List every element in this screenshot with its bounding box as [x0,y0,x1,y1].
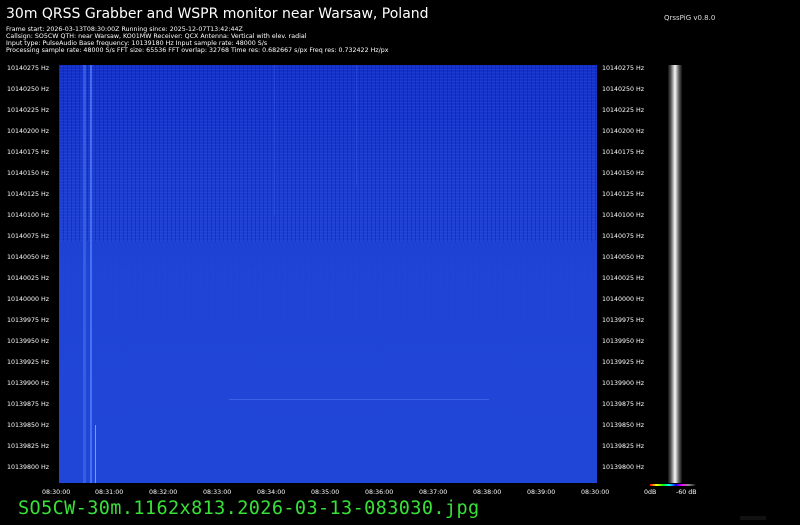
spectrum-colorbar [668,65,682,483]
freq-label: 10139850 Hz [7,422,50,429]
freq-label: 10140025 Hz [602,275,645,282]
signal-trace-horizontal [229,399,489,400]
signal-trace-vertical-3 [95,425,96,483]
meta-line-3: Input type: PulseAudio Base frequency: 1… [6,40,268,47]
freq-label: 10140175 Hz [7,149,50,156]
time-label: 08:37:00 [419,489,448,496]
time-label: 08:32:00 [149,489,178,496]
freq-label: 10140075 Hz [602,233,645,240]
time-label: 08:36:00 [365,489,394,496]
app-version: QrssPiG v0.8.0 [664,14,716,22]
freq-label: 10140150 Hz [7,170,50,177]
time-label: 08:35:00 [311,489,340,496]
time-label: 08:31:00 [95,489,124,496]
freq-label: 10139800 Hz [602,464,645,471]
freq-label: 10139925 Hz [602,359,645,366]
freq-label: 10139950 Hz [7,338,50,345]
freq-label: 10140200 Hz [7,128,50,135]
freq-label: 10140275 Hz [602,65,645,72]
freq-label: 10140250 Hz [7,86,50,93]
freq-label: 10140225 Hz [602,107,645,114]
colorbar-label-right: -60 dB [676,489,697,496]
freq-label: 10140125 Hz [602,191,645,198]
freq-label: 10140125 Hz [7,191,50,198]
signal-trace-vertical-4 [274,65,275,215]
freq-label: 10139900 Hz [7,380,50,387]
freq-label: 10139825 Hz [602,443,645,450]
freq-label: 10140150 Hz [602,170,645,177]
meta-line-1: Frame start: 2026-03-13T08:30:00Z Runnin… [6,26,243,33]
freq-label: 10140100 Hz [602,212,645,219]
meta-line-2: Callsign: SO5CW QTH: near Warsaw, KO01MW… [6,33,307,40]
time-label: 08:39:00 [527,489,556,496]
freq-label: 10140050 Hz [602,254,645,261]
freq-label: 10140000 Hz [602,296,645,303]
time-label: 08:34:00 [257,489,286,496]
freq-label: 10140175 Hz [602,149,645,156]
time-label: 08:30:00 [42,489,71,496]
page-title: 30m QRSS Grabber and WSPR monitor near W… [6,6,429,22]
freq-label: 10139900 Hz [602,380,645,387]
freq-label: 10139925 Hz [7,359,50,366]
freq-label: 10140275 Hz [7,65,50,72]
freq-label: 10140000 Hz [7,296,50,303]
freq-label: 10140225 Hz [7,107,50,114]
freq-label: 10140025 Hz [7,275,50,282]
freq-label: 10139825 Hz [7,443,50,450]
freq-label: 10139975 Hz [7,317,50,324]
waterfall-spectrogram [59,65,597,483]
waterfall-noise-upper [59,65,597,241]
signal-trace-vertical-2 [90,65,92,483]
freq-label: 10139975 Hz [602,317,645,324]
freq-label: 10140100 Hz [7,212,50,219]
freq-label: 10140200 Hz [602,128,645,135]
time-label: 08:38:00 [473,489,502,496]
freq-label: 10139950 Hz [602,338,645,345]
freq-label: 10140050 Hz [7,254,50,261]
freq-label: 10139850 Hz [602,422,645,429]
freq-label: 10140250 Hz [602,86,645,93]
freq-label: 10139875 Hz [7,401,50,408]
meta-line-4: Processing sample rate: 48000 S/s FFT si… [6,47,389,54]
signal-trace-vertical-5 [356,65,357,185]
colorbar-label-left: 0dB [644,489,657,496]
time-label: 08:30:00 [581,489,610,496]
signal-trace-vertical-1 [83,65,86,483]
colorbar-scale [650,484,695,486]
freq-label: 10140075 Hz [7,233,50,240]
freq-label: 10139875 Hz [602,401,645,408]
status-indicator [740,516,766,520]
freq-label: 10139800 Hz [7,464,50,471]
output-filename: SO5CW-30m.1162x813.2026-03-13-083030.jpg [18,498,480,519]
time-label: 08:33:00 [203,489,232,496]
waterfall-noise-mid [59,240,597,325]
